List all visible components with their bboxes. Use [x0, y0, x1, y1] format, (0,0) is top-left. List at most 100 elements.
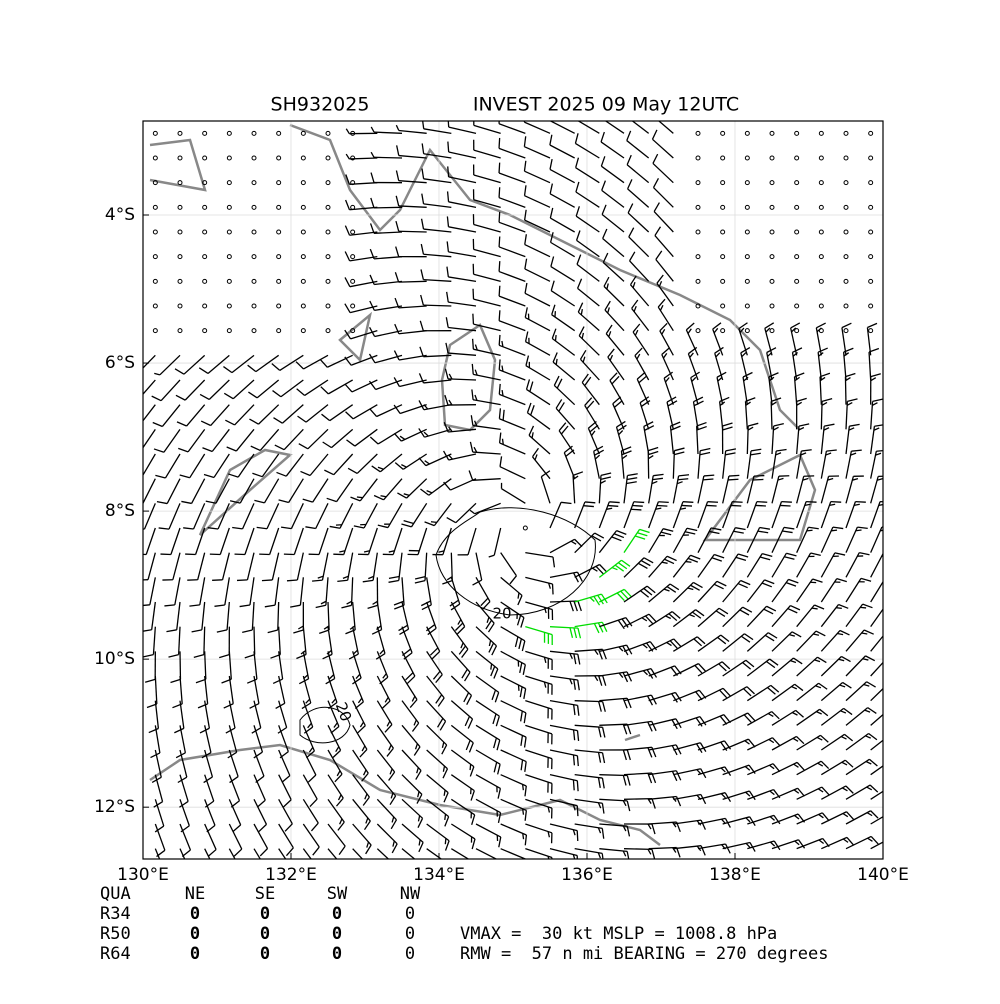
barb-feather: [491, 664, 492, 670]
row-label: R64: [100, 944, 131, 964]
barb-feather: [499, 335, 500, 345]
barb-shaft: [374, 207, 402, 208]
barb-feather: [577, 806, 578, 816]
barb-feather: [856, 530, 862, 531]
barb-shaft: [374, 157, 402, 158]
table-cell: 0: [190, 944, 200, 964]
table-cell: 0: [332, 904, 342, 924]
barb-feather: [780, 505, 790, 506]
barb-feather: [445, 814, 446, 820]
barb-feather: [753, 479, 763, 480]
barb-feather: [682, 505, 692, 506]
barb-feather: [831, 530, 837, 531]
barb-shaft: [278, 602, 279, 630]
barb-feather: [573, 780, 574, 790]
barb-feather: [757, 502, 767, 503]
x-tick-label: 130°E: [117, 865, 169, 885]
barb-feather: [632, 506, 642, 507]
barb-feather: [754, 476, 764, 477]
barb-feather: [523, 784, 524, 790]
barb-feather: [523, 809, 524, 815]
barb-feather: [860, 607, 866, 608]
y-tick-label: 12°S: [94, 797, 135, 817]
row-label: R34: [100, 904, 131, 924]
table-cell: 0: [260, 904, 270, 924]
barb-shaft: [624, 849, 652, 850]
barb-feather: [686, 562, 692, 563]
barb-feather: [728, 479, 738, 480]
title: INVEST 2025 09 May 12UTC: [473, 94, 739, 116]
barb-feather: [431, 522, 437, 523]
barb-shaft: [821, 401, 822, 429]
barb-feather: [755, 505, 765, 506]
barb-feather: [499, 310, 500, 320]
barb-feather: [237, 580, 247, 581]
table-cell: 0: [405, 924, 415, 944]
table-cell: 0: [260, 944, 270, 964]
barb-feather: [445, 838, 446, 844]
barb-feather: [448, 142, 449, 152]
barb-shaft: [399, 281, 427, 282]
x-tick-label: 132°E: [265, 865, 317, 885]
barb-feather: [553, 584, 554, 594]
barb-feather: [287, 580, 297, 581]
table-cell: 0: [332, 944, 342, 964]
barb-shaft: [204, 627, 205, 655]
barb-feather: [807, 530, 813, 531]
table-cell: 0: [190, 924, 200, 944]
barb-feather: [812, 608, 818, 609]
y-tick-label: 8°S: [105, 501, 135, 521]
barb-feather: [781, 502, 791, 503]
table-header: SW: [327, 884, 348, 904]
table-header: SE: [255, 884, 275, 904]
contour-label: 20: [492, 605, 511, 623]
barb-feather: [499, 237, 500, 247]
barb-feather: [502, 439, 503, 445]
row-label: R50: [100, 924, 131, 944]
barb-feather: [473, 314, 474, 324]
barb-feather: [262, 580, 272, 581]
barb-feather: [573, 755, 574, 765]
barb-feather: [472, 364, 473, 374]
barb-feather: [706, 505, 716, 506]
barb-feather: [585, 502, 595, 503]
x-tick-label: 140°E: [857, 865, 909, 885]
stats-line: VMAX = 30 kt MSLP = 1008.8 hPa: [460, 924, 777, 944]
table-cell: 0: [260, 924, 270, 944]
barb-feather: [704, 475, 714, 476]
barb-feather: [499, 261, 500, 271]
y-tick-label: 4°S: [105, 205, 135, 225]
barb-feather: [555, 335, 556, 341]
barb-feather: [499, 138, 500, 148]
barb-shaft: [399, 231, 427, 232]
barb-feather: [499, 212, 500, 222]
x-tick-label: 134°E: [413, 865, 465, 885]
barb-feather: [731, 505, 741, 506]
barb-shaft: [747, 426, 748, 454]
barb-feather: [583, 506, 593, 507]
barb-feather: [577, 831, 578, 841]
barb-feather: [634, 502, 644, 503]
barb-feather: [806, 502, 816, 503]
table-cell: 0: [190, 904, 200, 924]
storm-id: SH932025: [271, 94, 370, 116]
x-tick-label: 138°E: [709, 865, 761, 885]
barb-shaft: [423, 305, 451, 306]
table-cell: 0: [332, 924, 342, 944]
barb-feather: [609, 502, 619, 503]
table-header: NW: [400, 884, 421, 904]
barb-feather: [499, 187, 500, 197]
barb-shaft: [254, 627, 255, 655]
table-cell: 0: [405, 944, 415, 964]
table-cell: 0: [405, 904, 415, 924]
barb-feather: [444, 790, 445, 796]
y-tick-label: 6°S: [105, 353, 135, 373]
barb-feather: [499, 384, 500, 394]
barb-shaft: [599, 775, 627, 776]
barb-feather: [855, 502, 865, 503]
barb-feather: [577, 781, 578, 791]
barb-feather: [499, 286, 500, 296]
barb-feather: [577, 756, 578, 766]
